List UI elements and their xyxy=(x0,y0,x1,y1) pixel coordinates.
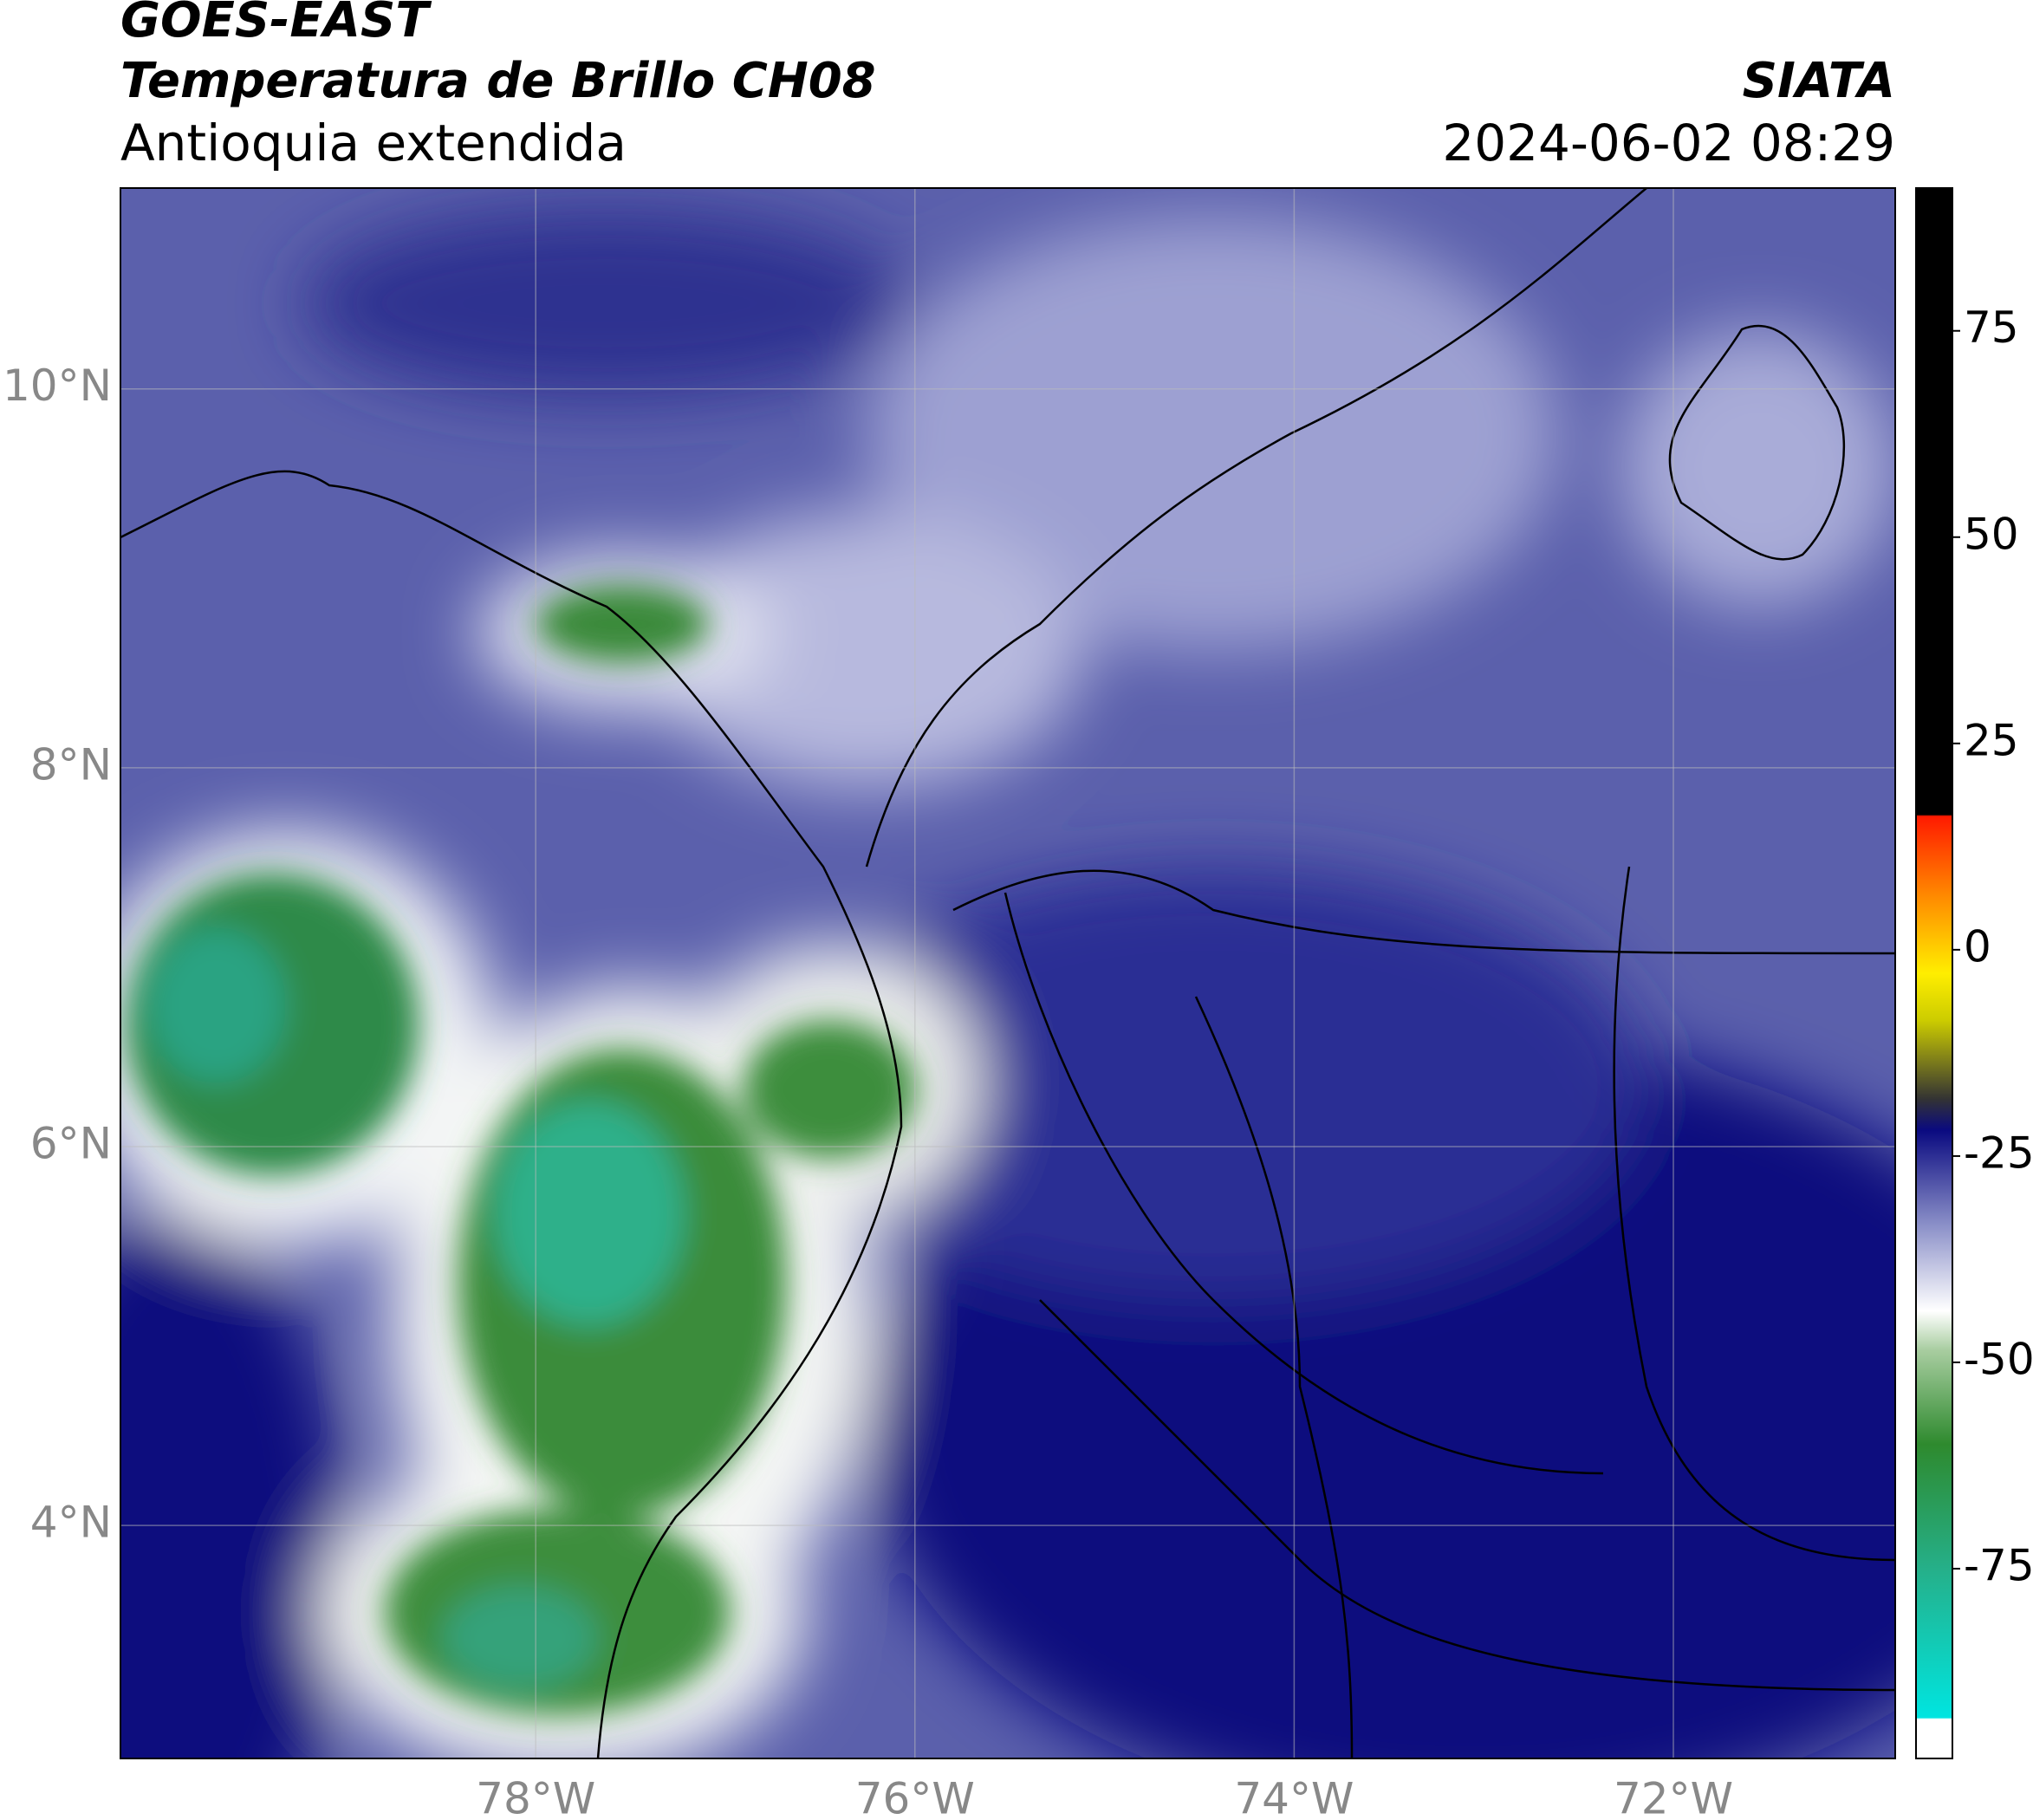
colorbar-tick-label: 50 xyxy=(1964,509,2019,559)
y-tick-label: 8°N xyxy=(30,739,112,790)
region: Antioquia extendida xyxy=(120,114,627,172)
x-tick-label: 74°W xyxy=(1234,1774,1354,1820)
map-frame xyxy=(120,187,1896,1759)
y-tick-label: 10°N xyxy=(3,361,112,411)
datetime: 2024-06-02 08:29 xyxy=(1442,114,1895,172)
map-image xyxy=(120,188,1895,1758)
colorbar-tick-label: -75 xyxy=(1964,1540,2033,1590)
y-tick-label: 4°N xyxy=(30,1498,112,1548)
colorbar-tick-label: -25 xyxy=(1964,1128,2033,1178)
agency: SIATA xyxy=(1743,53,1895,109)
title: Temperatura de Brillo CH08 xyxy=(120,53,876,109)
x-tick-label: 72°W xyxy=(1614,1774,1733,1820)
x-tick-label: 78°W xyxy=(476,1774,595,1820)
y-tick-label: 6°N xyxy=(30,1118,112,1168)
colorbar-tick-label: 0 xyxy=(1964,921,1991,972)
colorbar xyxy=(1915,187,1953,1759)
source: GOES-EAST xyxy=(120,0,432,49)
coastlines xyxy=(120,188,1895,1758)
colorbar-tick-label: 75 xyxy=(1964,302,2019,353)
colorbar-tick-label: 25 xyxy=(1964,715,2019,765)
x-tick-label: 76°W xyxy=(855,1774,975,1820)
colorbar-tick-label: -50 xyxy=(1964,1334,2033,1384)
